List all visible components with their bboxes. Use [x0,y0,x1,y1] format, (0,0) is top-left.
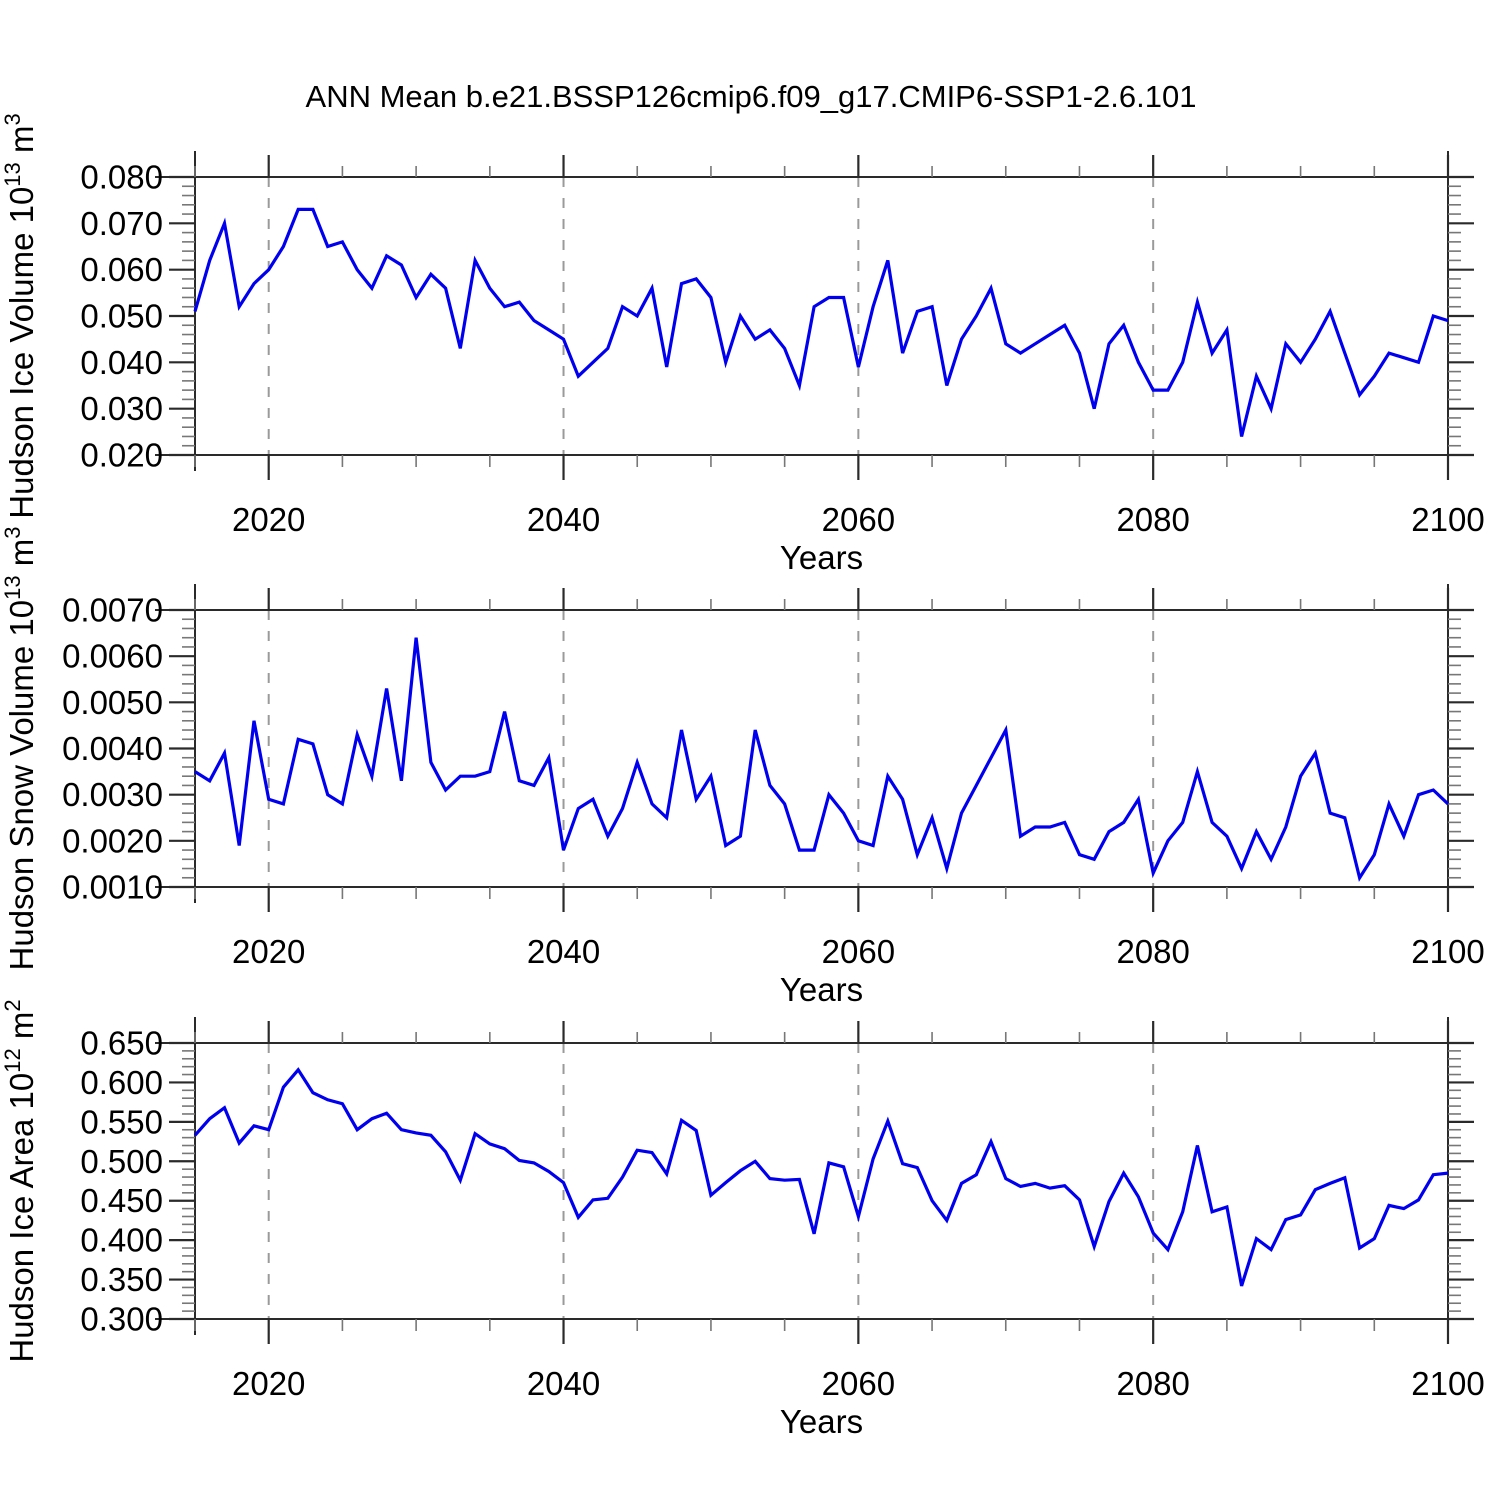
x-tick-label: 2060 [822,1365,895,1402]
x-axis-title: Years [780,971,863,1008]
x-tick-label: 2080 [1116,501,1189,538]
x-tick-label: 2060 [822,933,895,970]
y-axis-title: Hudson Ice Area 1012 m2 [0,999,40,1362]
x-tick-label: 2080 [1116,933,1189,970]
charts-group: 0.020 0.030 0.040 0.050 0.060 0.070 0.080 2020 2… [0,113,1485,1440]
y-axis-title: Hudson Snow Volume 1013 m3 [0,527,40,971]
y-tick-label: 0.0010 [62,869,163,906]
y-tick-label: 0.050 [80,298,163,335]
y-tick-label: 0.020 [80,437,163,474]
x-tick-label: 2080 [1116,1365,1189,1402]
x-tick-label: 2040 [527,501,600,538]
hudson-ice-area-line [193,1067,1449,1287]
chart-hudson-ice-area: 0.3000.3500.4000.4500.5000.5500.6000.650… [0,999,1485,1440]
hudson-snow-volume-line [194,637,1450,882]
y-tick-label: 0.450 [80,1182,163,1219]
x-axis-title: Years [780,1403,863,1440]
x-tick-label: 2100 [1411,501,1484,538]
y-tick-label: 0.400 [80,1222,163,1259]
x-axis-title: Years [780,539,863,576]
y-tick-label: 0.300 [80,1301,163,1338]
hudson-ice-volume-line [193,207,1449,437]
y-tick-label: 0.0030 [62,776,163,813]
y-tick-label: 0.040 [80,344,163,381]
chart-hudson-ice-volume: 0.020 0.030 0.040 0.050 0.060 0.070 0.080 2020 2… [0,113,1485,576]
x-tick-label: 2100 [1411,933,1484,970]
x-tick-label: 2100 [1411,1365,1484,1402]
y-axis-title: Hudson Ice Volume 1013 m3 [0,113,40,518]
x-tick-label: 2040 [527,1365,600,1402]
x-tick-label: 2020 [232,1365,305,1402]
y-tick-label: 0.030 [80,390,163,427]
y-tick-label: 0.600 [80,1064,163,1101]
y-tick-label: 0.350 [80,1261,163,1298]
y-tick-label: 0.0060 [62,638,163,675]
y-tick-label: 0.070 [80,205,163,242]
x-tick-label: 2040 [527,933,600,970]
y-tick-label: 0.650 [80,1025,163,1062]
y-tick-label: 0.0070 [62,592,163,629]
y-tick-label: 0.060 [80,251,163,288]
x-tick-label: 2060 [822,501,895,538]
x-tick-label: 2020 [232,933,305,970]
figure-title: ANN Mean b.e21.BSSP126cmip6.f09_g17.CMIP… [306,79,1197,114]
y-tick-label: 0.0040 [62,730,163,767]
y-tick-label: 0.0050 [62,684,163,721]
y-tick-label: 0.080 [80,159,163,196]
y-tick-label: 0.0020 [62,822,163,859]
chart-hudson-snow-volume: 0.0010 0.0020 0.0030 0.0040 0.0050 0.0060 0.00… [0,527,1485,1008]
x-tick-label: 2020 [232,501,305,538]
y-tick-label: 0.500 [80,1143,163,1180]
y-tick-label: 0.550 [80,1103,163,1140]
